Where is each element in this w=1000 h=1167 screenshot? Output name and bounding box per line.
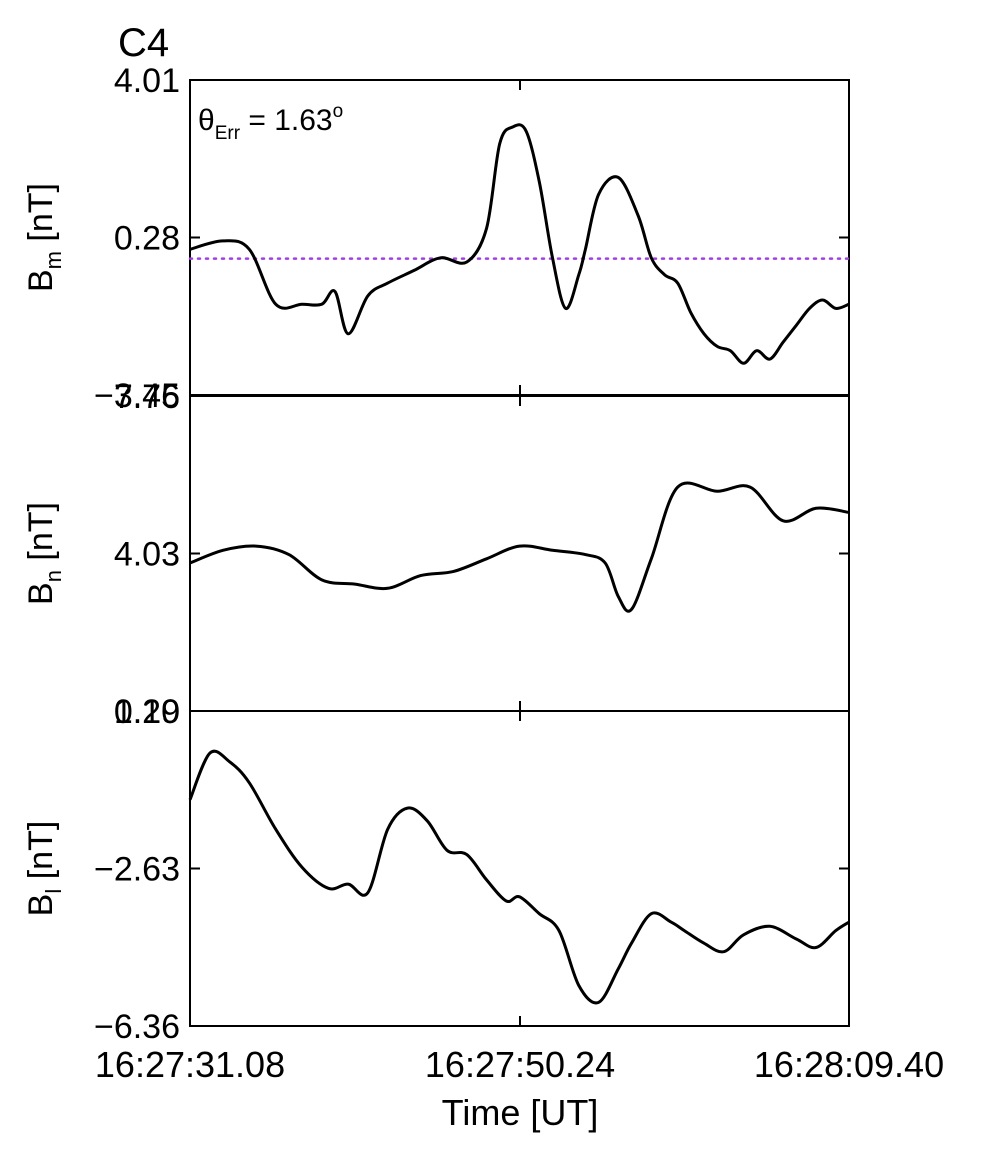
y-tick-label: 4.03 xyxy=(114,536,180,574)
y-tick-label: −6.36 xyxy=(94,1008,180,1046)
y-tick-label: 7.76 xyxy=(114,378,180,416)
panel-bl: 1.10 −2.63 −6.36 Bl [nT] xyxy=(22,693,850,1046)
x-tick-label-end: 16:28:09.40 xyxy=(754,1044,944,1085)
y-axis-label-bn: Bn [nT] xyxy=(22,502,66,605)
panel-frame-bl xyxy=(189,710,850,1027)
panel-bm: 4.01 0.28 −3.45 Bm [nT] xyxy=(22,62,851,415)
series-line-bl xyxy=(188,749,850,1005)
y-tick-label: −3.45 xyxy=(94,377,180,415)
x-axis-label: Time [UT] xyxy=(442,1092,599,1133)
figure-label: C4 xyxy=(118,21,169,65)
y-tick-label: 0.29 xyxy=(114,693,180,731)
y-tick-label: 4.01 xyxy=(114,62,180,100)
y-axis-label-bm: Bm [nT] xyxy=(22,183,66,292)
theta-degree-superscript: o xyxy=(333,101,344,122)
theta-value: = 1.63 xyxy=(240,104,333,137)
y-tick-label: 1.10 xyxy=(114,693,180,731)
series-line-bm xyxy=(189,123,850,365)
panel-bn: 7.76 4.03 0.29 Bn [nT] xyxy=(22,378,850,731)
theta-error-annotation: θErr = 1.63o xyxy=(198,101,343,144)
x-tick-label-mid: 16:27:50.24 xyxy=(425,1044,615,1085)
y-tick-label: 0.28 xyxy=(114,220,180,258)
y-axis-label-bl: Bl [nT] xyxy=(22,821,66,917)
theta-symbol: θ xyxy=(198,104,215,137)
y-tick-label: −2.63 xyxy=(94,851,180,889)
panels-group: 4.01 0.28 −3.45 Bm [nT] 7.76 4.03 0.29 Bn [nT] 1… xyxy=(22,62,851,1046)
theta-subscript: Err xyxy=(215,123,241,144)
series-line-bn xyxy=(189,481,850,613)
x-tick-label-start: 16:27:31.08 xyxy=(95,1044,285,1085)
